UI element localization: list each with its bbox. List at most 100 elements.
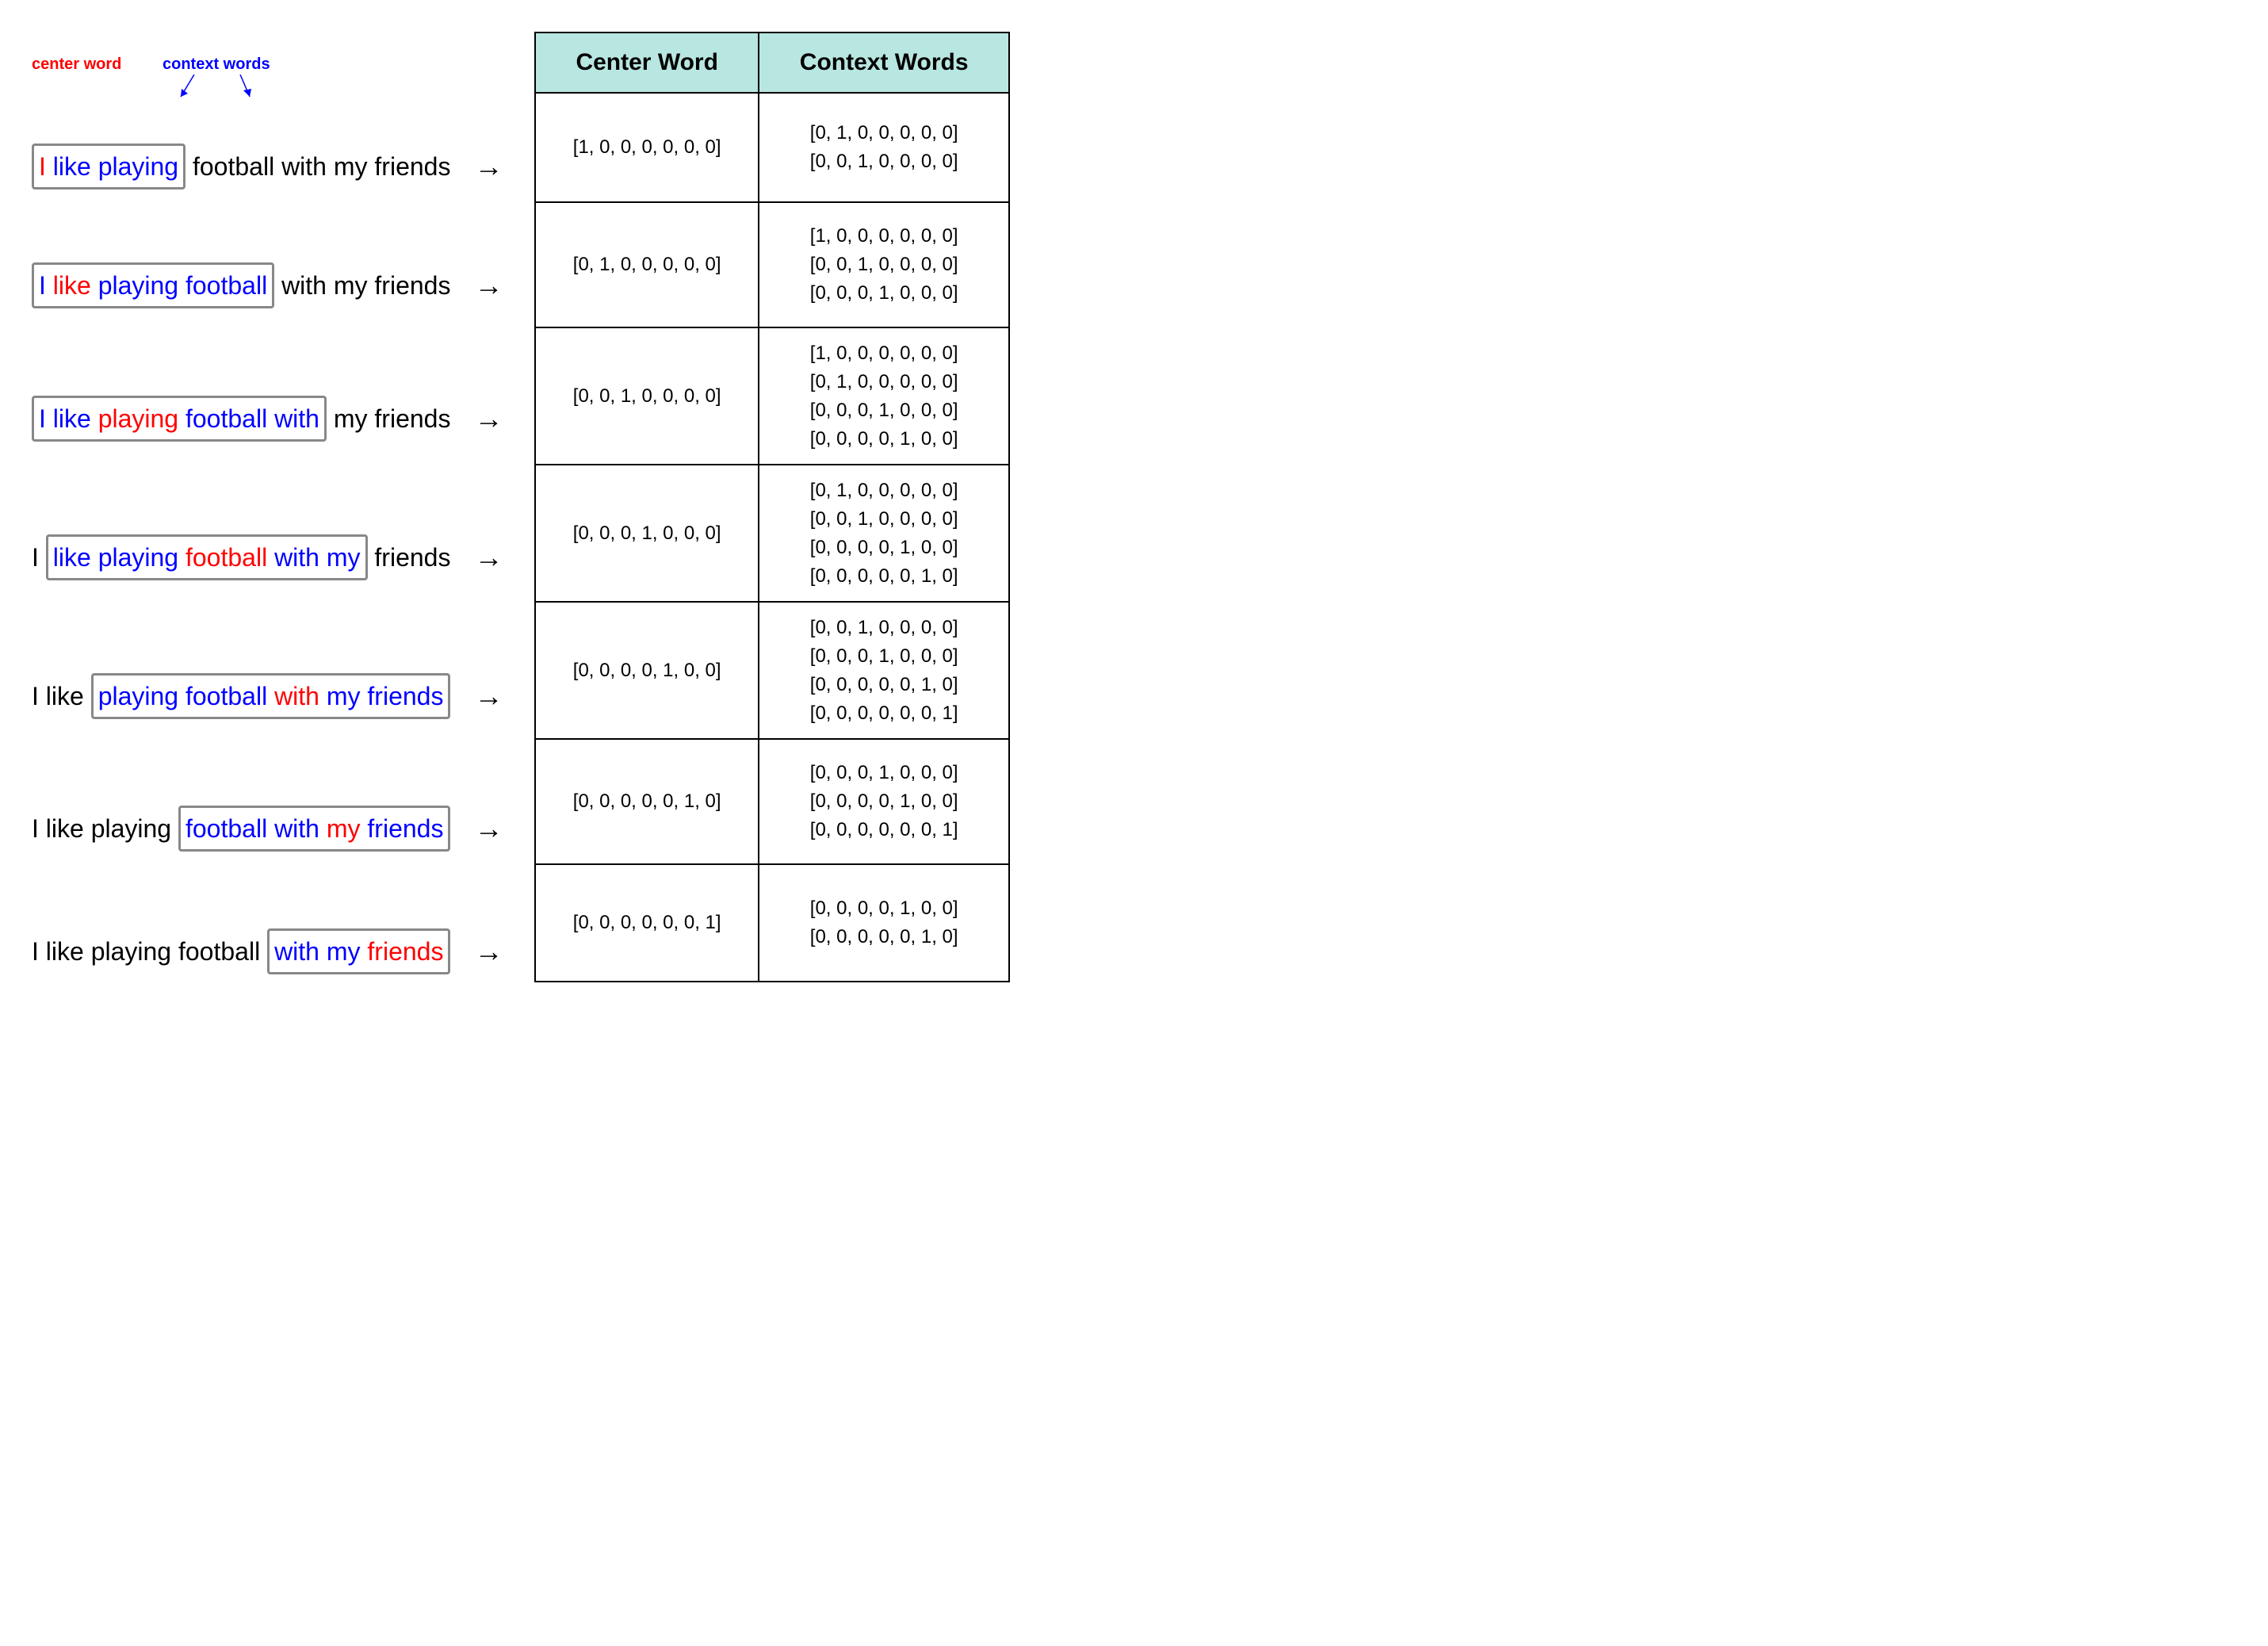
table-header-row: Center Word Context Words <box>535 33 1009 93</box>
word: my <box>327 814 361 843</box>
word: football <box>185 814 267 843</box>
arrow-center-icon <box>79 75 81 97</box>
sentence-row: I like playing football with my friends → <box>32 111 511 222</box>
vector: [0, 0, 1, 0, 0, 0, 0] <box>767 614 1001 642</box>
word: playing <box>98 543 178 572</box>
center-vector-cell: [0, 0, 0, 0, 1, 0, 0] <box>535 602 758 739</box>
vector: [0, 0, 0, 0, 1, 0, 0] <box>767 787 1001 816</box>
word: friends <box>367 937 443 966</box>
table-row: [0, 1, 0, 0, 0, 0, 0][1, 0, 0, 0, 0, 0, … <box>535 202 1009 327</box>
word: friends <box>374 543 450 572</box>
vector: [0, 0, 0, 1, 0, 0, 0] <box>767 642 1001 671</box>
table-row: [0, 0, 0, 0, 1, 0, 0][0, 0, 1, 0, 0, 0, … <box>535 602 1009 739</box>
word: like <box>46 682 84 710</box>
word: my <box>334 271 368 300</box>
sentence-row: I like playing football with my friends → <box>32 892 511 1011</box>
word: I <box>39 271 46 300</box>
word: playing <box>98 682 178 710</box>
vector: [0, 0, 0, 0, 0, 1, 0] <box>544 787 749 816</box>
word: with <box>281 271 327 300</box>
word: I <box>32 682 39 710</box>
context-window-box: I like playing football with <box>32 396 327 442</box>
word: friends <box>367 682 443 710</box>
vector: [0, 1, 0, 0, 0, 0, 0] <box>767 477 1001 505</box>
sentences-panel: center word context words I like playing… <box>32 32 511 1011</box>
header-context-words: Context Words <box>759 33 1010 93</box>
word: with <box>274 937 319 966</box>
arrow-right-icon: → <box>474 935 503 968</box>
context-vectors-cell: [1, 0, 0, 0, 0, 0, 0][0, 1, 0, 0, 0, 0, … <box>759 327 1010 465</box>
arrow-right-icon: → <box>474 269 503 302</box>
context-vectors-cell: [0, 0, 0, 1, 0, 0, 0][0, 0, 0, 0, 1, 0, … <box>759 739 1010 864</box>
word: playing <box>91 937 171 966</box>
word: playing <box>98 404 178 433</box>
vector: [0, 0, 0, 1, 0, 0, 0] <box>767 396 1001 425</box>
word: football <box>185 682 267 710</box>
word: like <box>46 937 84 966</box>
word: football <box>178 937 260 966</box>
vector: [0, 0, 0, 0, 0, 0, 1] <box>544 909 749 937</box>
vector: [0, 0, 0, 0, 0, 1, 0] <box>767 923 1001 951</box>
sentence-row: I like playing football with my friends → <box>32 349 511 488</box>
vector: [0, 1, 0, 0, 0, 0, 0] <box>767 119 1001 147</box>
sentence: I like playing football with my friends <box>32 262 450 308</box>
arrow-context1-icon <box>178 75 210 106</box>
context-window-box: with my friends <box>267 928 450 974</box>
word: like <box>53 543 91 572</box>
word: playing <box>91 814 171 843</box>
table-row: [1, 0, 0, 0, 0, 0, 0][0, 1, 0, 0, 0, 0, … <box>535 93 1009 202</box>
arrow-right-icon: → <box>474 679 503 713</box>
legend: center word context words <box>32 56 511 103</box>
sentence: I like playing football with my friends <box>32 396 450 442</box>
header-center-word: Center Word <box>535 33 758 93</box>
sentence: I like playing football with my friends <box>32 673 450 719</box>
word2vec-window-diagram: center word context words I like playing… <box>32 32 2236 1011</box>
vector: [0, 0, 0, 0, 1, 0, 0] <box>767 534 1001 562</box>
sentence-row: I like playing football with my friends → <box>32 626 511 765</box>
word: like <box>53 152 91 181</box>
vector-table-panel: Center Word Context Words [1, 0, 0, 0, 0… <box>534 32 1010 982</box>
context-window-box: I like playing football <box>32 262 274 308</box>
word: like <box>53 404 91 433</box>
arrow-right-icon: → <box>474 150 503 183</box>
legend-context-words: context words <box>163 56 270 74</box>
word: I <box>39 404 46 433</box>
center-vector-cell: [0, 0, 0, 0, 0, 1, 0] <box>535 739 758 864</box>
vector: [0, 0, 0, 1, 0, 0, 0] <box>544 519 749 548</box>
vector: [0, 0, 1, 0, 0, 0, 0] <box>767 147 1001 176</box>
word: with <box>274 814 319 843</box>
word: I <box>39 152 46 181</box>
word: friends <box>374 152 450 181</box>
sentence-row: I like playing football with my friends → <box>32 222 511 349</box>
word: with <box>274 404 319 433</box>
center-vector-cell: [0, 0, 0, 1, 0, 0, 0] <box>535 465 758 602</box>
vector: [0, 0, 0, 0, 1, 0, 0] <box>767 894 1001 923</box>
word: my <box>327 682 361 710</box>
vector: [1, 0, 0, 0, 0, 0, 0] <box>767 339 1001 368</box>
context-window-box: I like playing <box>32 144 185 189</box>
context-vectors-cell: [0, 1, 0, 0, 0, 0, 0][0, 0, 1, 0, 0, 0, … <box>759 93 1010 202</box>
word: football <box>185 404 267 433</box>
arrow-right-icon: → <box>474 541 503 574</box>
arrow-context2-icon <box>234 75 266 106</box>
vector: [0, 0, 0, 0, 0, 1, 0] <box>767 671 1001 699</box>
vector: [0, 0, 0, 0, 1, 0, 0] <box>767 425 1001 454</box>
sentence: I like playing football with my friends <box>32 144 450 189</box>
table-row: [0, 0, 0, 0, 0, 0, 1] [0, 0, 0, 0, 1, 0, … <box>535 864 1009 982</box>
table-row: [0, 0, 0, 1, 0, 0, 0] [0, 1, 0, 0, 0, 0, … <box>535 465 1009 602</box>
center-vector-cell: [1, 0, 0, 0, 0, 0, 0] <box>535 93 758 202</box>
context-window-box: like playing football with my <box>46 534 368 580</box>
vector: [0, 0, 0, 0, 0, 1, 0] <box>767 562 1001 591</box>
arrow-right-icon: → <box>474 402 503 435</box>
vector: [0, 0, 0, 0, 0, 0, 1] <box>767 816 1001 844</box>
context-vectors-cell: [0, 0, 1, 0, 0, 0, 0][0, 0, 0, 1, 0, 0, … <box>759 602 1010 739</box>
word: football <box>193 152 274 181</box>
vector-table: Center Word Context Words [1, 0, 0, 0, 0… <box>534 32 1010 982</box>
sentence: I like playing football with my friends <box>32 928 450 974</box>
vector: [0, 0, 0, 1, 0, 0, 0] <box>767 759 1001 787</box>
context-vectors-cell: [1, 0, 0, 0, 0, 0, 0][0, 0, 1, 0, 0, 0, … <box>759 202 1010 327</box>
table-row: [0, 0, 0, 0, 0, 1, 0] [0, 0, 0, 1, 0, 0, … <box>535 739 1009 864</box>
vector: [0, 1, 0, 0, 0, 0, 0] <box>767 368 1001 396</box>
word: my <box>334 404 368 433</box>
word: like <box>53 271 91 300</box>
